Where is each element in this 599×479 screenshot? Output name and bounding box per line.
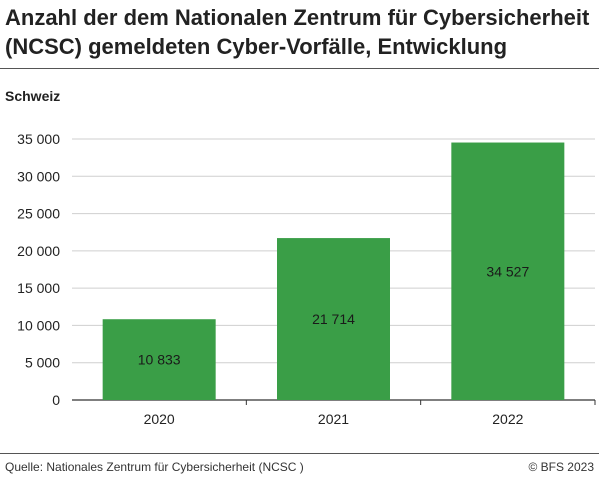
source-note: Quelle: Nationales Zentrum für Cybersich… <box>5 460 304 474</box>
y-tick-label: 35 000 <box>17 131 60 147</box>
chart-title: Anzahl der dem Nationalen Zentrum für Cy… <box>5 5 590 59</box>
y-axis-ticks: 0 5 000 10 000 15 000 20 000 25 000 30 000 35 0… <box>17 131 60 408</box>
y-tick-label: 20 000 <box>17 243 60 259</box>
x-tick-label: 2021 <box>318 411 349 427</box>
chart-subtitle: Schweiz <box>5 88 61 104</box>
x-tick-label: 2022 <box>492 411 523 427</box>
bar-2020 <box>102 319 216 400</box>
y-tick-label: 0 <box>52 392 60 408</box>
copyright-note: © BFS 2023 <box>528 460 594 474</box>
bar-2022 <box>451 142 565 400</box>
y-tick-label: 25 000 <box>17 206 60 222</box>
title-divider <box>0 68 599 69</box>
y-tick-label: 30 000 <box>17 168 60 184</box>
bar-2021 <box>277 238 390 400</box>
y-tick-label: 15 000 <box>17 280 60 296</box>
y-tick-label: 10 000 <box>17 317 60 333</box>
bar-value-label: 21 714 <box>312 311 355 327</box>
x-tick-label: 2020 <box>144 411 175 427</box>
bars: 10 833 21 714 34 527 <box>102 142 565 400</box>
x-axis-ticks: 2020 2021 2022 <box>144 400 596 427</box>
y-tick-label: 5 000 <box>25 355 60 371</box>
bar-value-label: 10 833 <box>138 352 181 368</box>
bar-value-label: 34 527 <box>486 263 529 279</box>
footer-divider <box>0 453 599 454</box>
